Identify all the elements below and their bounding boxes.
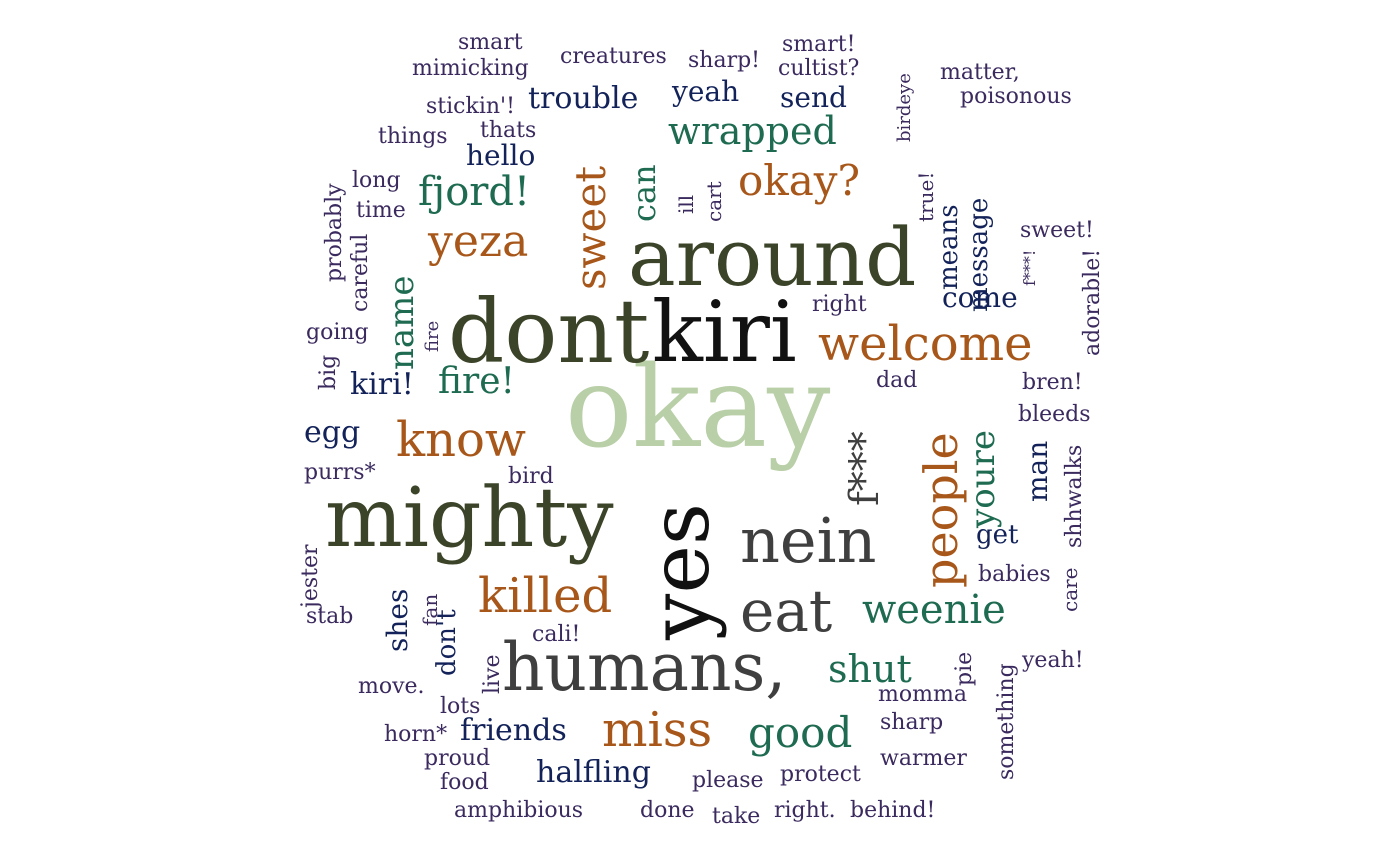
word-purrsstar: purrs* (304, 460, 376, 485)
word-true: true! (914, 171, 938, 222)
word-shes: shes (381, 588, 414, 652)
word-stickin: stickin'! (426, 94, 515, 119)
word-fire: fire (422, 320, 443, 352)
word-matter: matter, (940, 60, 1020, 85)
word-cart: cart (702, 181, 726, 222)
word-can: can (625, 164, 663, 222)
word-killed: killed (478, 568, 613, 624)
word-mighty: mighty (325, 471, 614, 566)
word-fire: fire! (438, 361, 515, 402)
word-sharp: sharp (880, 710, 944, 735)
word-name: name (382, 275, 422, 370)
word-yeza: yeza (428, 216, 529, 267)
word-bren: bren! (1022, 370, 1083, 395)
word-get: get (976, 520, 1019, 550)
word-eat: eat (740, 577, 833, 645)
word-bleeds: bleeds (1018, 402, 1091, 427)
word-miss: miss (602, 702, 713, 758)
word-lots: lots (440, 694, 481, 719)
word-sharp: sharp! (688, 48, 761, 73)
word-hello: hello (466, 139, 536, 172)
word-something: something (994, 663, 1019, 780)
word-fstarstarstar: f*** (842, 431, 888, 506)
word-okay: okay? (738, 156, 861, 205)
word-egg: egg (304, 415, 361, 450)
word-trouble: trouble (528, 81, 639, 116)
word-big: big (316, 354, 341, 390)
word-jester: jester (298, 544, 323, 608)
word-right: right (812, 292, 867, 317)
word-things: things (378, 124, 448, 149)
word-adorable: adorable! (1080, 248, 1105, 356)
word-right: right. (774, 798, 836, 823)
word-done: done (640, 798, 695, 823)
word-smart: smart! (782, 32, 856, 57)
word-move: move. (358, 674, 425, 699)
word-stab: stab (306, 604, 354, 629)
word-momma: momma (878, 682, 967, 707)
word-fstarstarstar: f***! (1020, 249, 1039, 286)
word-shut: shut (828, 647, 912, 691)
word-live: live (480, 654, 505, 694)
word-welcome: welcome (818, 316, 1033, 372)
word-birdeye: birdeye (894, 73, 915, 142)
word-thats: thats (480, 118, 537, 143)
word-send: send (780, 81, 847, 114)
word-yeah: yeah (672, 75, 740, 108)
word-babies: babies (978, 562, 1051, 587)
word-poisonous: poisonous (960, 84, 1072, 109)
word-kiri: kiri (652, 283, 797, 381)
word-youre: youre (963, 430, 1003, 528)
word-smart: smart (458, 30, 523, 55)
word-weenie: weenie (862, 587, 1006, 633)
word-fjord: fjord! (418, 169, 531, 215)
word-please: please (692, 768, 764, 793)
word-amphibious: amphibious (454, 798, 584, 823)
word-warmer: warmer (880, 746, 967, 771)
word-know: know (396, 412, 526, 468)
word-around: around (628, 211, 917, 304)
word-dad: dad (876, 368, 918, 393)
word-pie: pie (952, 651, 977, 686)
word-going: going (306, 320, 369, 345)
word-care: care (1058, 567, 1082, 612)
word-humans: humans, (502, 629, 787, 706)
word-friends: friends (460, 713, 567, 748)
word-bird: bird (508, 464, 554, 489)
word-means: means (934, 204, 964, 290)
word-ill: ill (674, 194, 698, 214)
word-man: man (1021, 440, 1054, 502)
word-hornstar: horn* (384, 722, 448, 747)
word-nein: nein (740, 504, 877, 577)
word-sweet: sweet! (1020, 218, 1094, 243)
word-sweet: sweet (566, 165, 615, 290)
word-careful: careful (348, 233, 373, 312)
word-come: come (942, 281, 1018, 314)
word-mimicking: mimicking (412, 56, 529, 81)
word-yeah: yeah! (1022, 648, 1084, 673)
word-dont: dont (448, 280, 650, 383)
word-food: food (440, 770, 489, 795)
word-proud: proud (424, 746, 491, 771)
word-protect: protect (780, 762, 861, 787)
word-people: people (914, 432, 968, 588)
word-probably: probably (322, 183, 347, 282)
word-fan: fan (418, 593, 442, 626)
word-time: time (356, 198, 406, 223)
word-long: long (352, 168, 401, 193)
word-take: take (712, 804, 761, 829)
word-behind: behind! (850, 798, 936, 823)
word-yes: yes (633, 503, 728, 640)
word-shhwalks: shhwalks (1062, 444, 1087, 548)
word-cultist: cultist? (778, 56, 860, 81)
word-kiri: kiri! (350, 367, 414, 402)
word-okay: okay (565, 343, 831, 473)
word-halfling: halfling (536, 755, 651, 790)
word-good: good (748, 708, 853, 757)
word-creatures: creatures (560, 44, 667, 69)
word-wrapped: wrapped (668, 109, 837, 153)
word-cali: cali! (532, 622, 581, 647)
